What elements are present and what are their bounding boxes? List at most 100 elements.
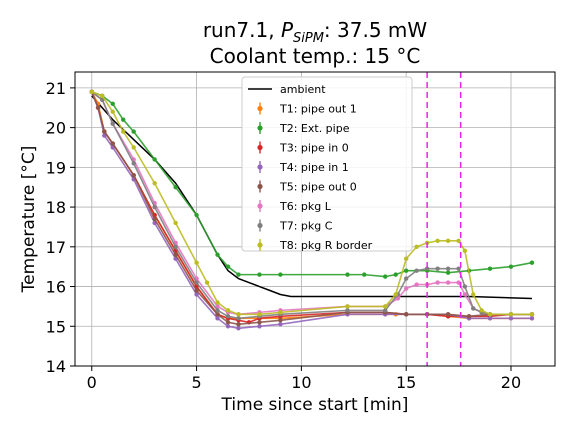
data-point [393,292,398,297]
series-1 [91,95,532,300]
data-point [194,280,199,285]
series-line [91,91,533,278]
data-point [173,185,178,190]
data-point [278,310,283,315]
data-point [471,292,476,297]
data-point [173,220,178,226]
x-axis-label: Time since start [min] [221,395,409,415]
data-point [462,248,468,253]
chart-title-sub: SiPM [293,31,324,46]
data-point [204,280,210,285]
data-point [95,105,101,110]
legend-marker [257,203,263,209]
legend-label: T1: pipe out 1 [279,103,357,116]
legend-box [241,76,413,252]
data-point [456,266,461,271]
legend-label: ambient [280,83,326,96]
data-point [529,260,535,265]
y-tick-label: 16 [46,278,66,297]
data-point [110,121,115,126]
data-point [445,270,451,275]
data-point [529,312,535,317]
x-tick-label: 15 [396,373,416,392]
x-ticks: 0 5 10 15 20 [87,366,521,392]
legend-label: T4: pipe in 1 [279,161,349,174]
legend-entry: T4: pipe in 1 [257,161,349,174]
series-layer [89,89,535,331]
data-point [278,322,283,327]
y-tick-label: 14 [46,357,66,376]
legend-entry: T7: pkg C [257,219,333,233]
data-point [236,322,241,327]
data-point [414,244,419,250]
data-point [462,284,468,289]
data-point [487,312,493,317]
data-point [121,117,126,122]
x-tick-label: 5 [191,373,201,392]
legend-marker [257,183,263,190]
data-point [403,268,409,273]
data-point [529,316,535,321]
y-tick-label: 15 [46,317,66,336]
data-point [100,93,105,99]
data-point [215,312,220,317]
y-tick-label: 20 [46,119,66,138]
data-point [345,304,350,309]
data-point [194,288,199,293]
legend-entry: T8: pkg R border [257,239,373,252]
data-point [403,256,409,261]
data-point [257,312,262,317]
chart-title-p: P [281,18,294,42]
legend-label: T7: pkg C [279,220,333,233]
legend-label: T2: Ext. pipe [279,122,350,135]
data-point [435,266,440,271]
data-point [257,272,262,277]
data-point [225,264,231,269]
legend-marker [257,105,263,112]
data-point [225,320,231,325]
data-point [456,280,461,285]
data-point [225,308,231,313]
data-point [110,141,115,146]
data-point [445,280,451,285]
series-line [91,95,532,300]
data-point [173,244,178,250]
data-point [471,306,476,311]
chart-title-line2: Coolant temp.: 15 °C [210,44,421,68]
legend-marker [257,125,263,131]
data-point [89,89,94,95]
data-point [345,308,350,313]
data-point [383,308,388,313]
data-point [110,101,115,106]
legend-label: T8: pkg R border [279,239,373,252]
legend-marker [257,222,263,229]
data-point [152,181,157,186]
data-point [257,320,262,325]
plot-frame [74,71,556,367]
legend-label: T5: pipe out 0 [279,181,357,194]
data-point [487,266,493,271]
data-point [445,266,451,271]
data-point [236,272,241,277]
data-point [435,238,440,244]
y-tick-label: 21 [46,79,66,98]
data-point [393,272,398,277]
data-point [110,109,115,114]
data-point [215,316,220,321]
y-tick-label: 17 [46,238,66,257]
data-point [383,304,388,309]
data-point [479,308,484,313]
series-line [91,91,532,330]
data-point [257,324,262,329]
data-point [152,204,157,210]
data-point [487,316,493,321]
data-point [194,260,199,265]
vertical-markers [426,72,462,366]
legend-entry: T2: Ext. pipe [257,122,350,135]
data-point [445,238,451,244]
data-point [456,238,461,244]
data-point [403,286,409,291]
data-point [508,316,514,321]
legend-entry: T5: pipe out 0 [257,180,357,194]
data-point [414,268,419,273]
